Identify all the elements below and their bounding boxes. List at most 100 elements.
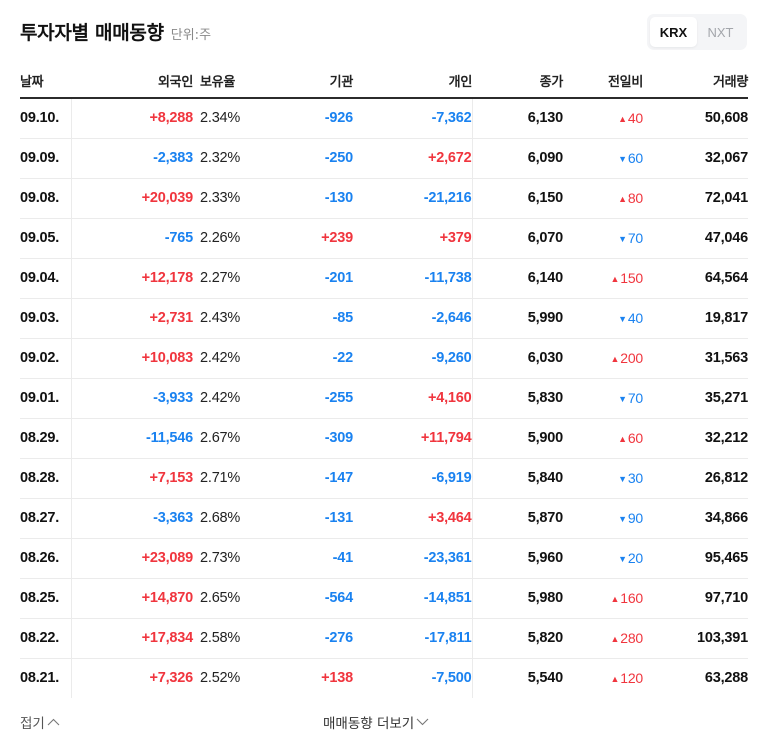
date-cell: 09.01. bbox=[20, 378, 72, 419]
table-row: 09.09. -2,383 2.32% -250 +2,672 6,090 ▼60 32,06… bbox=[20, 138, 748, 179]
close-price-cell: 5,960 bbox=[472, 538, 563, 579]
date-cell: 09.02. bbox=[20, 338, 72, 379]
col-header-holding: 보유율 bbox=[193, 64, 265, 99]
foreign-net-cell: +17,834 bbox=[71, 618, 193, 659]
institution-net-cell: -564 bbox=[265, 578, 353, 619]
foreign-net-cell: +8,288 bbox=[71, 98, 193, 139]
individual-net-cell: -7,500 bbox=[353, 658, 473, 698]
volume-cell: 63,288 bbox=[704, 670, 748, 687]
date-cell: 08.26. bbox=[20, 538, 72, 579]
table-row: 09.04. +12,178 2.27% -201 -11,738 6,140 ▲150 64… bbox=[20, 258, 748, 299]
volume-cell: 95,465 bbox=[643, 538, 748, 579]
change-cell: ▲40 bbox=[563, 98, 643, 139]
close-price-cell: 5,540 bbox=[527, 670, 563, 687]
table-row: 08.28. +7,153 2.71% -147 -6,919 5,840 ▼30 26,81… bbox=[20, 458, 748, 499]
change-cell: ▲280 bbox=[563, 618, 643, 659]
date-cell: 08.22. bbox=[20, 618, 72, 659]
volume-cell: 32,067 bbox=[643, 138, 748, 179]
institution-net-cell: -309 bbox=[265, 418, 353, 459]
triangle-up-icon: ▲ bbox=[618, 194, 627, 204]
change-cell: ▲200 bbox=[563, 338, 643, 379]
change-value: 200 bbox=[620, 350, 643, 366]
close-price-cell: 6,090 bbox=[472, 138, 563, 179]
page-title: 투자자별 매매동향 bbox=[20, 22, 164, 44]
holding-rate-cell: 2.32% bbox=[193, 138, 265, 179]
holding-rate-cell: 2.65% bbox=[193, 578, 265, 619]
institution-net-cell: -926 bbox=[265, 98, 353, 139]
table-row: 08.25. +14,870 2.65% -564 -14,851 5,980 ▲160 97… bbox=[20, 578, 748, 619]
close-price-cell: 6,140 bbox=[472, 258, 563, 299]
date-cell: 09.09. bbox=[20, 138, 72, 179]
table-row: 08.26. +23,089 2.73% -41 -23,361 5,960 ▼20 95,4… bbox=[20, 538, 748, 579]
volume-cell: 26,812 bbox=[643, 458, 748, 499]
triangle-up-icon: ▲ bbox=[610, 274, 620, 284]
holding-rate-cell: 2.43% bbox=[193, 298, 265, 339]
individual-net-cell: +2,672 bbox=[353, 138, 473, 179]
institution-net-cell: -250 bbox=[265, 138, 353, 179]
change-cell: ▲160 bbox=[563, 578, 643, 619]
close-price-cell: 6,030 bbox=[472, 338, 563, 379]
date-cell: 08.27. bbox=[20, 498, 72, 539]
institution-net-cell: -85 bbox=[265, 298, 353, 339]
holding-rate-cell: 2.52% bbox=[200, 670, 241, 687]
close-price-cell: 5,830 bbox=[472, 378, 563, 419]
triangle-down-icon: ▼ bbox=[618, 234, 627, 244]
foreign-net-cell: -3,363 bbox=[71, 498, 193, 539]
col-header-volume: 거래량 bbox=[643, 64, 748, 99]
change-cell: ▼20 bbox=[563, 538, 643, 579]
change-value: 80 bbox=[627, 190, 643, 206]
collapse-button[interactable]: 접기 bbox=[20, 712, 60, 732]
individual-net-cell: -6,919 bbox=[353, 458, 473, 499]
close-price-cell: 5,840 bbox=[472, 458, 563, 499]
change-value: 60 bbox=[627, 150, 643, 166]
foreign-net-cell: -765 bbox=[71, 218, 193, 259]
individual-net-cell: +4,160 bbox=[353, 378, 473, 419]
triangle-down-icon: ▼ bbox=[618, 394, 627, 404]
chevron-up-icon bbox=[47, 714, 60, 730]
individual-net-cell: +379 bbox=[353, 218, 473, 259]
volume-cell: 47,046 bbox=[643, 218, 748, 259]
holding-rate-cell: 2.68% bbox=[193, 498, 265, 539]
more-trading-button[interactable]: 매매동향 더보기 bbox=[323, 712, 429, 732]
holding-rate-cell: 2.67% bbox=[193, 418, 265, 459]
individual-net-cell: -7,362 bbox=[353, 98, 473, 139]
volume-cell: 50,608 bbox=[643, 98, 748, 139]
institution-net-cell: -276 bbox=[265, 618, 353, 659]
table-row: 09.08. +20,039 2.33% -130 -21,216 6,150 ▲80 72,… bbox=[20, 178, 748, 219]
change-value: 40 bbox=[627, 110, 643, 127]
col-header-close: 종가 bbox=[472, 64, 563, 99]
individual-net-cell: -14,851 bbox=[353, 578, 473, 619]
institution-net-cell: -201 bbox=[265, 258, 353, 299]
individual-net-cell: -21,216 bbox=[353, 178, 473, 219]
change-cell: ▲60 bbox=[563, 418, 643, 459]
foreign-net-cell: +20,039 bbox=[71, 178, 193, 219]
institution-net-cell: -22 bbox=[265, 338, 353, 379]
market-toggle-nxt[interactable]: NXT bbox=[707, 24, 734, 40]
institution-net-cell: +138 bbox=[321, 670, 353, 687]
triangle-up-icon: ▲ bbox=[610, 674, 620, 685]
col-header-foreign: 외국인 bbox=[71, 64, 193, 99]
change-value: 280 bbox=[620, 630, 643, 646]
volume-cell: 103,391 bbox=[643, 618, 748, 659]
col-header-change: 전일비 bbox=[563, 64, 643, 99]
foreign-net-cell: -2,383 bbox=[71, 138, 193, 179]
date-cell: 09.04. bbox=[20, 258, 72, 299]
date-cell: 09.05. bbox=[20, 218, 72, 259]
change-value: 40 bbox=[627, 310, 643, 326]
market-toggle-krx[interactable]: KRX bbox=[650, 17, 697, 47]
volume-cell: 97,710 bbox=[643, 578, 748, 619]
triangle-down-icon: ▼ bbox=[618, 154, 627, 164]
table-row: 09.01. -3,933 2.42% -255 +4,160 5,830 ▼70 35,27… bbox=[20, 378, 748, 419]
change-value: 90 bbox=[627, 510, 643, 526]
table-row: 09.02. +10,083 2.42% -22 -9,260 6,030 ▲200 31,5… bbox=[20, 338, 748, 379]
change-value: 60 bbox=[627, 430, 643, 446]
close-price-cell: 6,130 bbox=[472, 98, 563, 139]
holding-rate-cell: 2.71% bbox=[193, 458, 265, 499]
triangle-up-icon: ▲ bbox=[610, 634, 620, 644]
change-cell: ▼90 bbox=[563, 498, 643, 539]
table-row: 08.21. +7,326 2.52% +138 -7,500 5,540 ▲120 63,2… bbox=[20, 658, 748, 698]
foreign-net-cell: +10,083 bbox=[71, 338, 193, 379]
foreign-net-cell: +14,870 bbox=[71, 578, 193, 619]
table-row: 08.29. -11,546 2.67% -309 +11,794 5,900 ▲60 32,… bbox=[20, 418, 748, 459]
close-price-cell: 5,900 bbox=[472, 418, 563, 459]
